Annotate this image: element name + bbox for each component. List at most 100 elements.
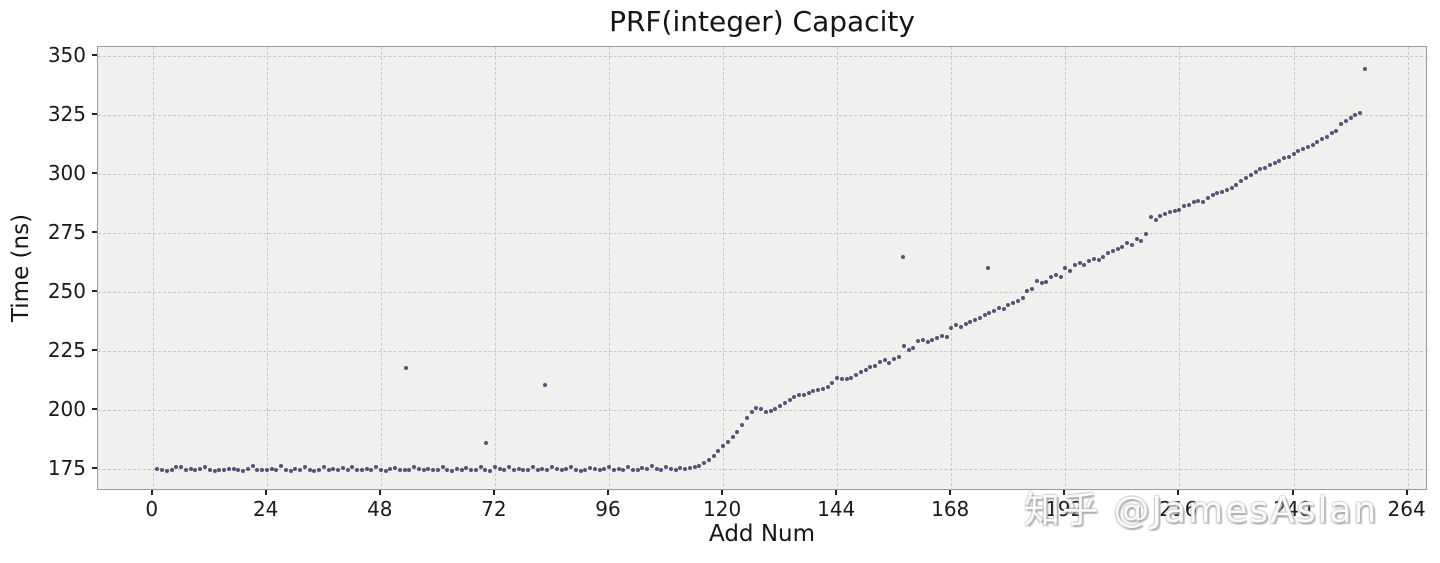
data-point: [374, 465, 379, 470]
data-point: [896, 355, 901, 360]
data-point: [1044, 280, 1049, 285]
data-point: [1030, 287, 1034, 292]
data-point: [1144, 231, 1149, 236]
data-point: [792, 394, 797, 399]
data-point: [678, 465, 683, 470]
data-point: [1310, 143, 1315, 148]
data-point: [269, 466, 274, 471]
data-point: [179, 465, 184, 470]
x-tick-label: 144: [817, 497, 856, 521]
data-point: [1205, 196, 1210, 201]
data-point: [977, 315, 982, 320]
data-point: [1348, 116, 1353, 121]
data-point: [511, 468, 516, 472]
data-point: [1191, 200, 1196, 205]
data-point: [1267, 163, 1272, 168]
x-gridline: [266, 47, 268, 491]
data-point: [402, 467, 407, 472]
data-point: [326, 468, 331, 472]
data-point: [887, 360, 892, 365]
y-tick-label: 275: [47, 219, 86, 244]
data-point: [1025, 288, 1030, 293]
data-point: [217, 467, 222, 472]
x-gridline: [609, 47, 610, 491]
x-tick-mark: [1291, 490, 1294, 495]
data-point: [369, 468, 374, 472]
data-point: [174, 464, 179, 469]
data-point: [336, 468, 340, 473]
data-point: [1049, 275, 1054, 280]
data-point: [231, 466, 236, 471]
data-point: [597, 468, 602, 473]
data-point: [241, 468, 245, 473]
y-tick-label: 225: [47, 337, 86, 362]
data-point: [1339, 122, 1343, 127]
data-point: [164, 468, 169, 473]
data-point: [1163, 211, 1168, 216]
x-tick-label: 168: [931, 497, 970, 521]
data-point: [868, 365, 873, 370]
data-point: [404, 366, 408, 371]
data-point: [250, 464, 255, 468]
data-point: [616, 466, 621, 471]
data-point: [207, 467, 212, 472]
data-point: [542, 383, 547, 388]
data-point: [1286, 154, 1291, 159]
data-point: [797, 392, 802, 397]
data-point: [1039, 281, 1044, 286]
data-point: [673, 468, 678, 472]
data-point: [431, 468, 436, 473]
data-point: [1182, 204, 1187, 209]
data-point: [1248, 172, 1253, 177]
data-point: [1120, 245, 1125, 250]
data-point: [863, 368, 868, 372]
y-gridline: [98, 409, 1428, 411]
data-point: [1296, 149, 1301, 154]
data-point: [1277, 158, 1282, 163]
data-point: [1324, 134, 1329, 139]
data-point: [1258, 167, 1263, 172]
data-point: [1110, 248, 1115, 253]
data-point: [279, 464, 283, 469]
data-point: [987, 311, 992, 315]
data-point: [1343, 119, 1348, 124]
x-gridline: [494, 47, 496, 491]
data-point: [602, 467, 607, 472]
plot-area: [97, 46, 1428, 491]
data-point: [854, 373, 859, 377]
x-axis-label: Add Num: [708, 521, 816, 547]
data-point: [559, 468, 564, 473]
y-tick-label: 350: [47, 43, 86, 67]
data-point: [1082, 263, 1087, 268]
data-point: [1224, 187, 1229, 192]
data-point: [393, 465, 398, 470]
data-point: [492, 465, 497, 470]
data-point: [806, 390, 811, 395]
data-point: [245, 467, 250, 472]
x-tick-label: 264: [1387, 497, 1426, 521]
data-point: [388, 467, 393, 472]
data-point: [255, 467, 260, 472]
data-point: [716, 449, 721, 454]
data-point: [844, 377, 849, 382]
x-tick-label: 0: [145, 497, 159, 521]
data-point: [925, 339, 930, 344]
x-gridline: [152, 47, 154, 491]
data-point: [1096, 257, 1101, 262]
data-point: [892, 356, 897, 361]
data-point: [1077, 260, 1082, 265]
data-point: [1068, 269, 1073, 273]
y-axis-label: Time (ns): [8, 213, 34, 323]
data-point: [877, 360, 882, 364]
data-point: [435, 467, 440, 472]
data-point: [763, 410, 768, 415]
data-point: [1239, 179, 1244, 184]
data-point: [264, 467, 269, 472]
data-point: [1201, 199, 1206, 204]
data-point: [540, 466, 545, 471]
data-point: [564, 467, 569, 472]
data-point: [920, 337, 925, 342]
data-point: [825, 384, 830, 389]
data-point: [421, 468, 426, 472]
